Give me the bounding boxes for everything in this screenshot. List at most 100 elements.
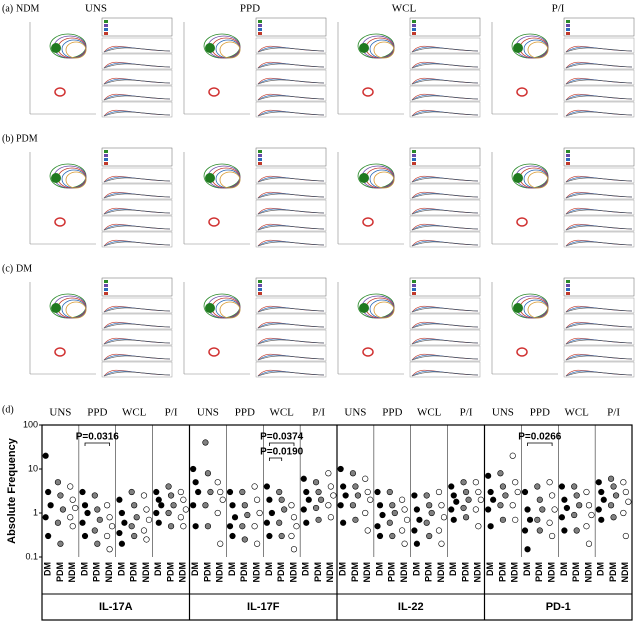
data-point — [340, 483, 347, 490]
legend-swatch — [258, 158, 262, 161]
legend-table — [101, 277, 173, 297]
legend-swatch — [104, 162, 108, 165]
row-label: NDM — [16, 3, 39, 14]
group-label: PDM — [534, 562, 544, 582]
histogram-box — [255, 329, 327, 346]
data-point — [423, 492, 430, 499]
histogram-curve — [103, 371, 171, 377]
data-point — [620, 479, 627, 486]
histogram-curve — [411, 241, 479, 247]
histogram-box — [255, 231, 327, 248]
legend-swatch — [566, 288, 570, 291]
legend-swatch — [104, 292, 108, 295]
data-point — [278, 532, 285, 540]
histogram-curve — [411, 209, 479, 215]
data-point — [472, 479, 479, 486]
row-letter: (c) — [2, 263, 13, 274]
stimulus-label: UNS — [197, 407, 219, 419]
histogram-box — [409, 345, 481, 362]
data-point — [202, 502, 209, 509]
group-label: DM — [485, 562, 495, 576]
data-point — [485, 472, 492, 479]
data-point — [462, 488, 470, 496]
y-tick-label: 1 — [33, 507, 38, 517]
umap-cluster — [61, 39, 87, 59]
data-point — [180, 523, 187, 530]
data-point — [549, 532, 556, 540]
group-label: DM — [264, 562, 274, 576]
stimulus-label: P/I — [607, 407, 620, 419]
data-point — [612, 492, 620, 499]
group-label: PDM — [350, 562, 360, 582]
group-label: DM — [116, 562, 126, 576]
umap-cluster — [51, 173, 61, 183]
data-point — [217, 488, 224, 496]
group-label: PDM — [387, 562, 397, 582]
legend-swatch — [104, 28, 108, 31]
histogram-box — [101, 69, 173, 86]
data-point — [69, 496, 76, 503]
data-point — [305, 496, 312, 503]
data-point — [229, 502, 236, 509]
data-point — [354, 492, 362, 499]
data-point — [534, 516, 541, 523]
group-label: PDM — [608, 562, 618, 582]
histogram-box — [409, 297, 481, 314]
data-point — [106, 514, 113, 521]
group-label: NDM — [620, 562, 630, 583]
data-point — [374, 488, 381, 496]
data-point — [453, 498, 460, 505]
data-point — [145, 516, 153, 523]
umap-cluster — [219, 171, 241, 189]
legend-swatch — [412, 32, 416, 35]
row-letter: (b) — [2, 133, 14, 144]
umap-cluster — [51, 43, 61, 53]
data-point — [229, 532, 236, 540]
histogram-box — [101, 313, 173, 330]
data-point — [239, 488, 246, 496]
column-header: P/I — [552, 3, 565, 15]
histogram-curve — [411, 79, 479, 85]
data-point — [57, 540, 64, 547]
umap-cluster — [215, 299, 241, 319]
data-point — [416, 516, 423, 523]
p-value: P=0.0316 — [76, 432, 120, 443]
data-point — [620, 509, 627, 517]
data-point — [558, 514, 565, 521]
umap-cluster — [373, 171, 395, 189]
stimulus-label: PPD — [382, 407, 402, 419]
stimulus-label: UNS — [344, 407, 366, 419]
group-label: NDM — [178, 562, 188, 583]
umap-cluster — [516, 217, 528, 227]
data-point — [487, 488, 494, 496]
stimulus-label: PPD — [235, 407, 255, 419]
legend-swatch — [104, 158, 108, 161]
histogram-box — [409, 53, 481, 70]
data-point — [460, 504, 467, 512]
data-point — [128, 488, 135, 496]
histogram-curve — [565, 63, 633, 69]
legend-swatch — [258, 28, 262, 31]
data-point — [47, 502, 54, 509]
data-point — [312, 479, 320, 486]
umap-cluster — [527, 171, 549, 189]
data-point — [143, 536, 150, 543]
histogram-curve — [565, 177, 633, 183]
significance-bracket — [527, 442, 553, 446]
group-label: DM — [338, 562, 348, 576]
data-point — [91, 527, 98, 534]
histogram-curve — [103, 193, 171, 199]
legend-table — [409, 17, 481, 37]
umap-cluster — [61, 169, 87, 189]
group-label: NDM — [141, 562, 151, 583]
histogram-curve — [257, 241, 325, 247]
data-point — [312, 504, 320, 512]
legend-swatch — [566, 292, 570, 295]
umap-cluster — [208, 217, 220, 227]
data-point — [546, 519, 553, 526]
data-point — [391, 509, 398, 517]
histogram-box — [255, 345, 327, 362]
data-point — [440, 514, 448, 521]
row-label: PDM — [16, 133, 38, 144]
data-point — [263, 483, 270, 490]
